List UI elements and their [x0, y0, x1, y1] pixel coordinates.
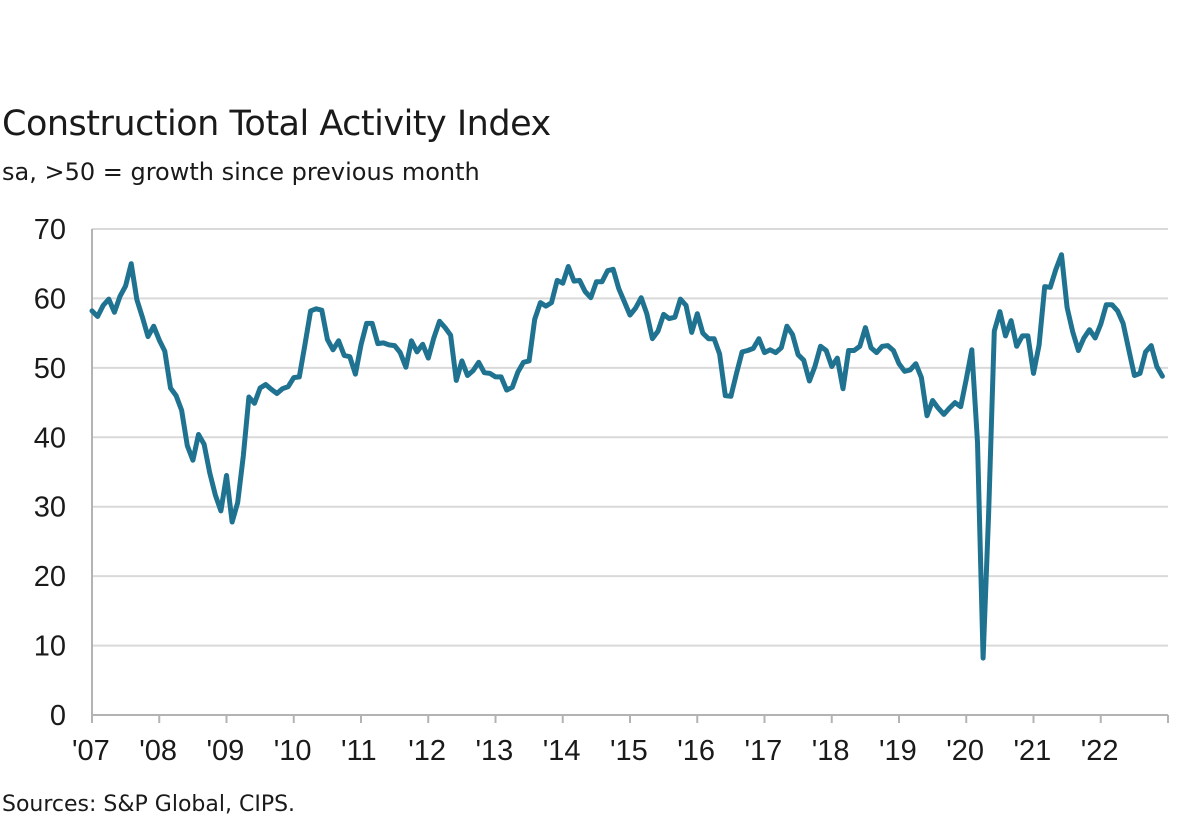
y-tick-label: 10: [34, 631, 66, 663]
x-tick-label: '22: [1081, 735, 1119, 767]
chart-subtitle: sa, >50 = growth since previous month: [2, 158, 480, 186]
x-tick-label: '07: [72, 735, 110, 767]
gridlines: [92, 228, 1168, 647]
x-tick-label: '16: [677, 735, 715, 767]
y-tick-label: 40: [34, 422, 66, 454]
source-note: Sources: S&P Global, CIPS.: [2, 792, 296, 817]
series-line-0: [89, 252, 1165, 661]
y-tick-label: 30: [34, 492, 66, 524]
x-tick-label: '19: [879, 735, 917, 767]
chart-title: Construction Total Activity Index: [2, 104, 551, 144]
x-tick-label: '09: [207, 735, 245, 767]
x-tick-label: '20: [946, 735, 984, 767]
y-tick-label: 60: [34, 283, 66, 315]
x-tick-label: '17: [745, 735, 783, 767]
x-tick-label: '08: [139, 735, 177, 767]
x-tick-labels: '07 '08 '09 '10 '11 '12 '13 '14 '15 '16 '17 '18 '19 '…: [72, 735, 1119, 767]
x-tick-label: '13: [476, 735, 514, 767]
x-tick-label: '11: [341, 735, 377, 767]
y-tick-label: 50: [34, 353, 66, 385]
axes: [91, 229, 1169, 723]
x-tick-label: '12: [408, 735, 446, 767]
x-tick-label: '10: [274, 735, 312, 767]
x-tick-label: '18: [812, 735, 850, 767]
series-lines: [89, 252, 1165, 661]
y-tick-label: 0: [50, 700, 66, 732]
y-tick-label: 70: [34, 214, 66, 246]
x-tick-label: '14: [543, 735, 581, 767]
x-tick-label: '15: [610, 735, 648, 767]
x-tick-label: '21: [1014, 735, 1052, 767]
y-tick-label: 20: [34, 561, 66, 593]
y-tick-labels: 0 10 20 30 40 50 60 70: [34, 214, 66, 732]
